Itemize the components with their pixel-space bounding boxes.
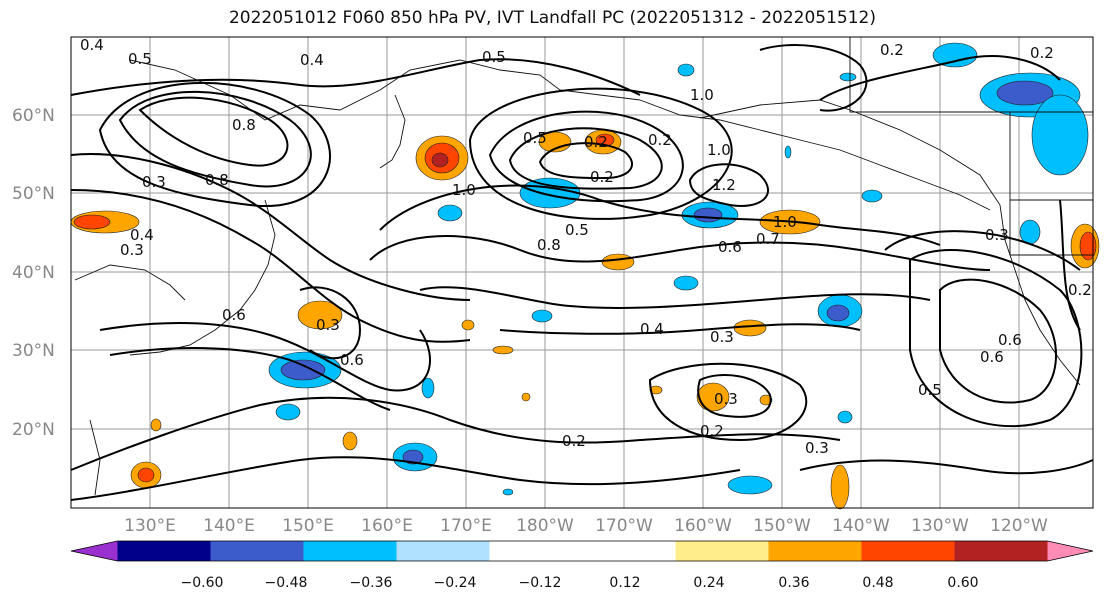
colorbar-tick-label: 0.24 — [693, 575, 724, 591]
contour-label: 0.6 — [998, 331, 1022, 349]
colorbar-segment — [1047, 541, 1093, 561]
pv-contours — [70, 44, 1094, 501]
contour-label: 0.2 — [584, 133, 608, 151]
lon-label: 130°E — [124, 516, 176, 536]
contour-label: 0.7 — [756, 230, 780, 248]
contour-label: 0.3 — [985, 226, 1009, 244]
contour-label: 0.2 — [590, 168, 614, 186]
lat-label: 60°N — [12, 106, 55, 126]
contour-label: 0.6 — [340, 351, 364, 369]
colorbar-tick-label: −0.48 — [265, 575, 308, 591]
colorbar-tick-label: 0.60 — [947, 575, 978, 591]
contour-label: 0.4 — [130, 226, 154, 244]
contour-label: 0.8 — [205, 171, 229, 189]
contour-label: 0.8 — [537, 236, 561, 254]
lon-label: 120°W — [990, 516, 1048, 536]
lon-label: 140°W — [832, 516, 890, 536]
contour-label: 0.5 — [482, 48, 506, 66]
lon-label: 150°E — [282, 516, 334, 536]
lat-label: 40°N — [12, 263, 55, 283]
lat-label: 20°N — [12, 420, 55, 440]
colorbar-ticks: −0.60 −0.48 −0.36 −0.24 −0.12 0.12 0.24 … — [181, 575, 979, 591]
colorbar-outline — [70, 540, 1094, 562]
contour-label: 1.2 — [712, 176, 736, 194]
lon-label: 140°E — [203, 516, 255, 536]
colorbar-segment — [582, 541, 676, 561]
contour-label: 0.5 — [523, 129, 547, 147]
lon-label: 170°E — [440, 516, 492, 536]
colorbar-segment — [861, 541, 955, 561]
contour-label: 0.5 — [128, 50, 152, 68]
contour-label: 1.0 — [690, 86, 714, 104]
colorbar-tick-label: −0.60 — [181, 575, 224, 591]
lon-labels: 130°E 140°E 150°E 160°E 170°E 180°W 170°… — [124, 516, 1048, 536]
lon-label: 180°W — [516, 516, 574, 536]
map-title: 2022051012 F060 850 hPa PV, IVT Landfall… — [228, 8, 876, 28]
colorbar-segment — [675, 541, 769, 561]
contour-label: 1.0 — [773, 213, 797, 231]
colorbar-tick-label: −0.24 — [434, 575, 477, 591]
colorbar-tick-label: 0.36 — [778, 575, 809, 591]
lon-label: 160°W — [674, 516, 732, 536]
contour-label: 0.6 — [718, 238, 742, 256]
contour-label: 0.3 — [805, 439, 829, 457]
lon-label: 130°W — [911, 516, 969, 536]
contour-label: 1.0 — [452, 181, 476, 199]
contour-label: 0.6 — [222, 306, 246, 324]
colorbar-segment — [768, 541, 862, 561]
lat-label: 30°N — [12, 341, 55, 361]
colorbar-tick-label: 0.48 — [862, 575, 893, 591]
colorbar-segment — [489, 541, 583, 561]
lon-label: 170°W — [595, 516, 653, 536]
colorbar-segment — [117, 541, 211, 561]
lon-label: 160°E — [361, 516, 413, 536]
contour-label: 0.3 — [142, 173, 166, 191]
contour-label: 0.8 — [232, 116, 256, 134]
colorbar-segment — [71, 541, 118, 561]
contour-label: 0.3 — [120, 241, 144, 259]
contour-label: 0.3 — [714, 390, 738, 408]
contour-label: 0.2 — [1030, 44, 1054, 62]
colorbar-tick-label: −0.36 — [350, 575, 393, 591]
colorbar-segment — [303, 541, 397, 561]
colorbar-segment — [954, 541, 1048, 561]
lon-label: 150°W — [753, 516, 811, 536]
contour-label: 0.5 — [918, 381, 942, 399]
contour-label: 0.3 — [316, 316, 340, 334]
contour-label: 1.0 — [707, 141, 731, 159]
contour-label: 0.4 — [640, 320, 664, 338]
contour-label: 0.2 — [1068, 281, 1092, 299]
contour-label: 0.2 — [880, 41, 904, 59]
colorbar — [70, 540, 1094, 562]
contour-label: 0.5 — [565, 221, 589, 239]
lat-label: 50°N — [12, 184, 55, 204]
contour-label: 0.4 — [80, 36, 104, 54]
colorbar-segment — [210, 541, 304, 561]
colorbar-tick-label: −0.12 — [519, 575, 562, 591]
contour-label: 0.3 — [710, 328, 734, 346]
contour-label: 0.2 — [700, 422, 724, 440]
contour-label: 0.6 — [980, 348, 1004, 366]
coastlines — [74, 37, 1093, 496]
map-area: 0.4 0.5 0.4 0.5 0.2 0.2 0.3 0.8 0.8 0.3 … — [70, 36, 1100, 510]
contour-label: 0.2 — [562, 432, 586, 450]
lat-labels: 60°N 50°N 40°N 30°N 20°N — [12, 106, 55, 440]
colorbar-tick-label: 0.12 — [609, 575, 640, 591]
colorbar-segment — [396, 541, 490, 561]
contour-labels: 0.4 0.5 0.4 0.5 0.2 0.2 0.3 0.8 0.8 0.3 … — [80, 36, 1092, 457]
contour-label: 0.2 — [648, 131, 672, 149]
contour-label: 0.4 — [300, 51, 324, 69]
